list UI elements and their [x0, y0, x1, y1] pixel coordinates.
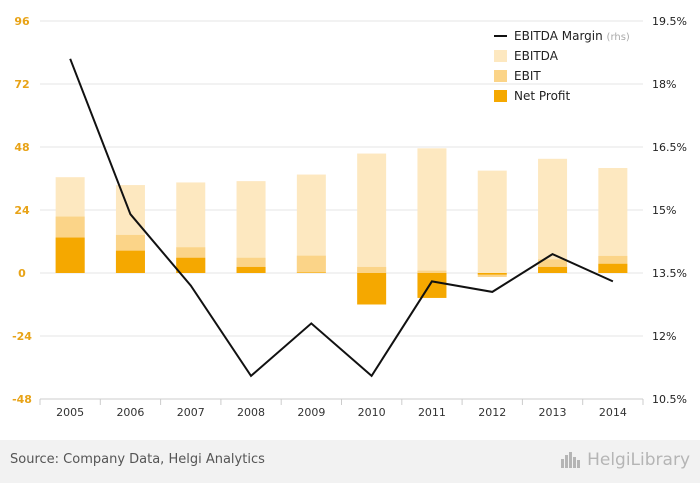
legend-swatch-net-profit	[494, 90, 507, 102]
x-tick-label: 2008	[237, 406, 265, 419]
net-profit-bar	[176, 257, 206, 273]
legend-label: EBITDA	[514, 49, 559, 63]
ebitda-margin-line	[69, 58, 614, 378]
y-left-tick-label: 48	[14, 141, 29, 154]
y-right-tick-label: 19.5%	[652, 15, 687, 28]
x-tick-label: 2005	[56, 406, 84, 419]
y-right-tick-label: 13.5%	[652, 267, 687, 280]
legend-rhs-note: (rhs)	[607, 32, 630, 43]
y-left-tick-label: 96	[14, 15, 30, 28]
ebit-bar	[477, 273, 507, 277]
ebit-bar	[357, 266, 387, 273]
net-profit-bar	[296, 272, 326, 273]
net-profit-bar	[236, 266, 266, 273]
net-profit-bar	[538, 266, 568, 273]
y-right-tick-label: 15%	[652, 204, 676, 217]
net-profit-bar	[417, 273, 447, 298]
ebit-bar	[296, 255, 326, 273]
legend-swatch-ebitda	[494, 50, 507, 62]
y-right-tick-label: 12%	[652, 330, 676, 343]
y-right-tick-label: 10.5%	[652, 393, 687, 406]
source-note: Source: Company Data, Helgi Analytics	[10, 452, 265, 467]
net-profit-bar	[477, 273, 507, 275]
y-left-tick-label: -48	[12, 393, 32, 406]
y-left-tick-label: 72	[14, 78, 29, 91]
ebitda-bar	[417, 148, 447, 273]
legend-label: EBIT	[514, 69, 541, 83]
helgi-library-logo[interactable]: HelgiLibrary	[560, 450, 690, 470]
x-tick-label: 2013	[539, 406, 567, 419]
x-tick-label: 2011	[418, 406, 446, 419]
x-tick-label: 2014	[599, 406, 627, 419]
ebitda-bar	[236, 181, 266, 273]
ebitda-bar	[538, 158, 568, 273]
x-tick-label: 2009	[297, 406, 325, 419]
net-profit-bar	[115, 250, 145, 273]
net-profit-bar	[357, 273, 387, 305]
legend-label: Net Profit	[514, 89, 570, 103]
y-left-tick-label: -24	[12, 330, 32, 343]
legend-label: EBITDA Margin (rhs)	[514, 29, 630, 43]
x-tick-label: 2012	[478, 406, 506, 419]
y-left-tick-label: 0	[18, 267, 26, 280]
library-icon	[561, 452, 581, 468]
x-tick-label: 2007	[177, 406, 205, 419]
x-tick-label: 2010	[358, 406, 386, 419]
y-left-tick-label: 24	[14, 204, 30, 217]
footer: Source: Company Data, Helgi Analytics He…	[0, 440, 700, 483]
logo-text: HelgiLibrary	[587, 450, 690, 470]
y-right-tick-label: 18%	[652, 78, 676, 91]
ebitda-bar	[357, 153, 387, 273]
combo-chart: 96 72 48 24 0 -24 -48 19.5% 18% 16.5% 15% 13.5% 12% 1…	[12, 15, 687, 419]
ebitda-bar	[598, 168, 628, 273]
x-tick-label: 2006	[116, 406, 144, 419]
y-right-tick-label: 16.5%	[652, 141, 687, 154]
legend-swatch-ebit	[494, 70, 507, 82]
ebit-bar	[417, 270, 447, 273]
net-profit-bar	[598, 263, 628, 273]
net-profit-bar	[55, 237, 85, 273]
ebitda-bar	[477, 170, 507, 273]
